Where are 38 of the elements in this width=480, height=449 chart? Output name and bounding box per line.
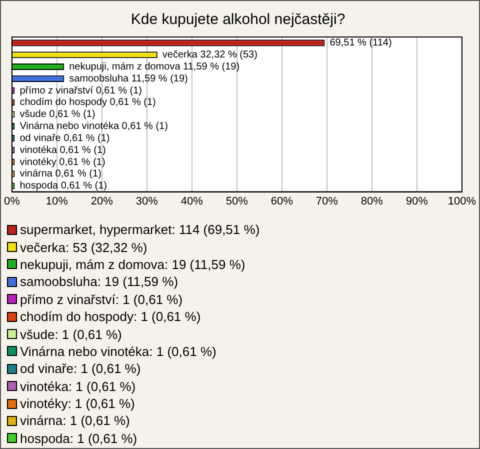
text: Vinárna nebo vinotéka: 1 (0,61 %): [20, 344, 216, 359]
x-tick-label: 50%: [226, 195, 248, 208]
x-tick-label: 60%: [270, 195, 294, 208]
data-label: všude 0,61 % (1): [20, 109, 96, 120]
x-tick-label: 90%: [406, 195, 428, 208]
text: supermarket, hypermarket: 114 (69,51 %): [20, 222, 260, 238]
text: všude: 1 (0,61 %): [20, 326, 122, 342]
x-tick-label: 0%: [4, 195, 20, 208]
x-tick-label: 40%: [180, 195, 204, 208]
chart-title: Kde kupujete alkohol nejčastěji?: [130, 11, 346, 28]
text: večerka: 53 (32,32 %): [20, 240, 148, 255]
text: chodím do hospody: 1 (0,61 %): [20, 309, 201, 324]
text: od vinaře: 1 (0,61 %): [20, 361, 141, 376]
text: vinotéky: 1 (0,61 %): [20, 396, 135, 412]
text: přímo z vinařství: 1 (0,61 %): [20, 292, 183, 307]
x-tick-label: 100%: [448, 195, 476, 208]
data-label: večerka 32,32 % (53): [162, 50, 258, 61]
data-label: hospoda 0,61 % (1): [20, 180, 107, 192]
x-tick-label: 80%: [360, 195, 384, 208]
x-tick-label: 10%: [46, 195, 68, 208]
data-label: chodím do hospody 0,61 % (1): [20, 97, 156, 108]
text: samoobsluha: 19 (11,59 %): [20, 274, 178, 290]
text: vinotéka: 1 (0,61 %): [20, 378, 136, 394]
data-label: samoobsluha 11,59 % (19): [69, 73, 188, 84]
data-label: Vinárna nebo vinotéka 0,61 % (1): [20, 121, 168, 132]
x-tick-label: 70%: [316, 195, 338, 208]
data-label: 69,51 % (114): [330, 38, 392, 49]
data-label: vinotéka 0,61 % (1): [20, 144, 106, 156]
data-label: od vinaře 0,61 % (1): [20, 132, 110, 144]
x-tick-label: 30%: [136, 195, 158, 208]
data-label: nekupuji, mám z domova 11,59 % (19): [69, 62, 240, 73]
text: vinárna: 1 (0,61 %): [20, 413, 130, 428]
x-tick-label: 20%: [90, 195, 114, 208]
data-label: vinárna 0,61 % (1): [20, 168, 102, 180]
data-label: vinotéky 0,61 % (1): [20, 156, 106, 168]
text: nekupuji, mám z domova: 19 (11,59 %): [20, 256, 246, 272]
text: hospoda: 1 (0,61 %): [20, 430, 138, 446]
data-label: přímo z vinařství 0,61 % (1): [20, 85, 142, 96]
